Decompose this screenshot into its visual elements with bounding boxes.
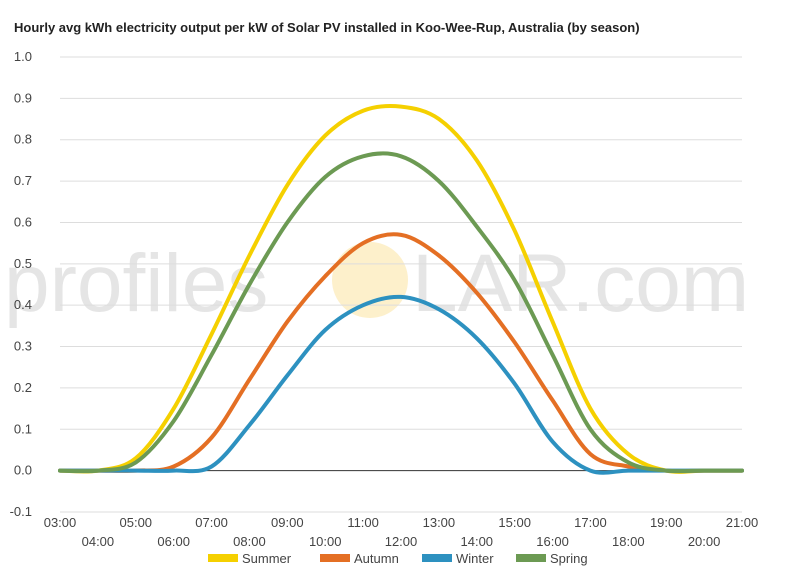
gridlines bbox=[60, 56, 742, 513]
x-tick-label: 12:00 bbox=[385, 534, 418, 549]
y-tick-label: 0.5 bbox=[14, 256, 32, 271]
watermark-sun-icon bbox=[332, 242, 408, 318]
x-tick-label: 07:00 bbox=[195, 515, 228, 530]
x-tick-label: 09:00 bbox=[271, 515, 304, 530]
series-lines bbox=[58, 104, 744, 475]
y-tick-label: 0.7 bbox=[14, 173, 32, 188]
legend-label-spring: Spring bbox=[550, 551, 588, 566]
watermark-text-right: LAR.com bbox=[412, 238, 749, 329]
y-axis-ticks: -0.1 0.0 0.1 0.2 0.3 0.4 0.5 0.6 0.7 0.8 0.9 1.0 bbox=[10, 49, 32, 519]
x-tick-label: 11:00 bbox=[347, 515, 379, 530]
x-tick-label: 21:00 bbox=[726, 515, 759, 530]
legend-label-winter: Winter bbox=[456, 551, 494, 566]
y-tick-label: 1.0 bbox=[14, 49, 32, 64]
legend: Summer Autumn Winter Spring bbox=[208, 551, 588, 566]
x-tick-label: 16:00 bbox=[536, 534, 569, 549]
x-tick-label: 10:00 bbox=[309, 534, 342, 549]
watermark: profiles LAR.com bbox=[4, 238, 749, 329]
y-tick-label: 0.0 bbox=[14, 463, 32, 478]
y-tick-label: 0.9 bbox=[14, 90, 32, 105]
x-tick-label: 18:00 bbox=[612, 534, 645, 549]
x-tick-label: 03:00 bbox=[44, 515, 77, 530]
legend-swatch-winter bbox=[422, 554, 452, 562]
x-tick-label: 04:00 bbox=[82, 534, 115, 549]
y-tick-label: 0.6 bbox=[14, 214, 32, 229]
y-tick-label: 0.4 bbox=[14, 297, 32, 312]
series-line-spring bbox=[58, 151, 744, 474]
legend-swatch-spring bbox=[516, 554, 546, 562]
y-tick-label: 0.1 bbox=[14, 421, 32, 436]
x-tick-label: 05:00 bbox=[120, 515, 153, 530]
series-line-winter bbox=[58, 294, 744, 475]
legend-label-summer: Summer bbox=[242, 551, 292, 566]
x-tick-label: 08:00 bbox=[233, 534, 266, 549]
legend-label-autumn: Autumn bbox=[354, 551, 399, 566]
legend-swatch-summer bbox=[208, 554, 238, 562]
series-line-summer bbox=[58, 104, 744, 474]
y-tick-label: -0.1 bbox=[10, 504, 32, 519]
x-tick-label: 19:00 bbox=[650, 515, 683, 530]
x-tick-label: 17:00 bbox=[574, 515, 607, 530]
x-tick-label: 14:00 bbox=[461, 534, 494, 549]
y-tick-label: 0.8 bbox=[14, 132, 32, 147]
chart-title: Hourly avg kWh electricity output per kW… bbox=[14, 20, 640, 35]
y-tick-label: 0.3 bbox=[14, 339, 32, 354]
watermark-text-left: profiles bbox=[4, 238, 268, 329]
legend-swatch-autumn bbox=[320, 554, 350, 562]
x-tick-label: 13:00 bbox=[423, 515, 456, 530]
x-tick-label: 06:00 bbox=[157, 534, 190, 549]
x-tick-label: 15:00 bbox=[498, 515, 531, 530]
x-tick-label: 20:00 bbox=[688, 534, 721, 549]
series-line-autumn bbox=[58, 232, 744, 473]
x-axis-ticks: 03:00 04:00 05:00 06:00 07:00 08:00 09:00 10:00… bbox=[44, 515, 759, 549]
y-tick-label: 0.2 bbox=[14, 380, 32, 395]
